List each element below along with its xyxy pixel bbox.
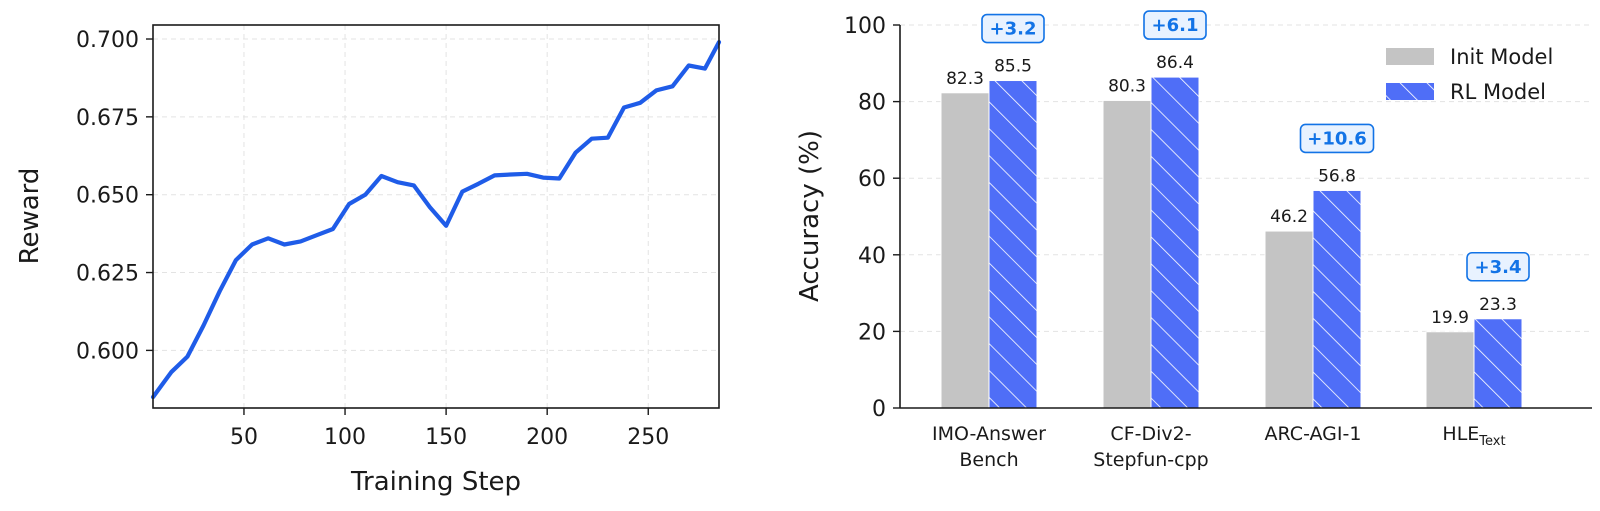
reward-x-ticks: 50 100 150 200 250 bbox=[230, 408, 669, 450]
init-model-bar bbox=[1264, 230, 1314, 409]
category-label-subscript: Text bbox=[1478, 434, 1505, 449]
category-label-line2: Stepfun-cpp bbox=[1093, 449, 1208, 471]
delta-badge-label: +3.4 bbox=[1475, 257, 1522, 278]
legend-label-rl-model: RL Model bbox=[1450, 80, 1546, 104]
init-model-bar bbox=[1102, 99, 1152, 409]
legend-label-init-model: Init Model bbox=[1450, 45, 1553, 69]
accuracy-legend: Init Model RL Model bbox=[1386, 45, 1553, 104]
delta-badge bbox=[1466, 251, 1530, 282]
accuracy-y-tick-label: 60 bbox=[858, 167, 886, 192]
legend-swatch-init-model bbox=[1386, 48, 1434, 65]
legend-swatch-rl-model-hatch bbox=[1386, 83, 1434, 100]
init-model-bar bbox=[1425, 331, 1475, 409]
reward-y-axis-title: Reward bbox=[15, 168, 45, 265]
reward-x-tick-label: 100 bbox=[324, 425, 366, 450]
delta-badge-label: +10.6 bbox=[1307, 128, 1367, 149]
category-label: ARC-AGI-1 bbox=[1265, 423, 1362, 445]
rl-model-bar-hatch bbox=[1313, 190, 1361, 408]
reward-y-tick-label: 0.675 bbox=[76, 106, 139, 131]
reward-y-tick-label: 0.625 bbox=[76, 262, 139, 287]
init-model-value-label: 46.2 bbox=[1270, 207, 1308, 227]
category-label: HLEText bbox=[1442, 423, 1505, 449]
accuracy-category-labels: IMO-Answer Bench CF-Div2- Stepfun-cpp ARC-AG… bbox=[932, 423, 1506, 471]
init-model-value-label: 80.3 bbox=[1108, 76, 1146, 96]
accuracy-y-tick-label: 100 bbox=[844, 14, 886, 39]
rl-model-bar-hatch bbox=[1474, 318, 1522, 408]
init-model-bar bbox=[940, 92, 990, 409]
delta-badge bbox=[1299, 123, 1375, 154]
category-label: IMO-Answer bbox=[932, 423, 1046, 445]
accuracy-y-tick-label: 0 bbox=[872, 397, 886, 422]
reward-line-chart: 50 100 150 200 250 0.600 0.625 0.650 0.675 0.700… bbox=[15, 24, 722, 497]
delta-badge-label: +3.2 bbox=[990, 19, 1037, 40]
reward-x-tick-label: 250 bbox=[627, 425, 669, 450]
reward-gridlines bbox=[153, 25, 719, 408]
reward-y-tick-label: 0.600 bbox=[76, 339, 139, 364]
accuracy-y-axis-title: Accuracy (%) bbox=[795, 130, 825, 302]
accuracy-y-tick-label: 80 bbox=[858, 91, 886, 116]
accuracy-y-tick-label: 40 bbox=[858, 244, 886, 269]
category-label-line2: Bench bbox=[959, 449, 1018, 471]
accuracy-bar-chart: 82.3 85.5 +3.2 80.3 86.4 +6.1 46.2 56.8 +10.6 19.… bbox=[795, 10, 1592, 471]
accuracy-y-tick-label: 20 bbox=[858, 320, 886, 345]
reward-y-ticks: 0.600 0.625 0.650 0.675 0.700 bbox=[76, 28, 153, 364]
rl-model-bar-hatch bbox=[989, 80, 1037, 408]
rl-model-bar-hatch bbox=[1151, 77, 1199, 408]
rl-model-value-label: 56.8 bbox=[1318, 166, 1356, 186]
accuracy-y-ticks: 0 20 40 60 80 100 bbox=[844, 14, 900, 422]
rl-model-value-label: 23.3 bbox=[1479, 295, 1517, 315]
accuracy-bars: 82.3 85.5 +3.2 80.3 86.4 +6.1 46.2 56.8 +10.6 19.… bbox=[940, 10, 1530, 409]
delta-badge bbox=[981, 13, 1045, 44]
rl-model-value-label: 86.4 bbox=[1156, 53, 1194, 73]
reward-x-axis-title: Training Step bbox=[350, 467, 521, 497]
reward-x-tick-label: 50 bbox=[230, 425, 258, 450]
init-model-value-label: 19.9 bbox=[1431, 308, 1469, 328]
reward-y-tick-label: 0.650 bbox=[76, 184, 139, 209]
delta-badge-label: +6.1 bbox=[1152, 15, 1199, 36]
category-label: CF-Div2- bbox=[1110, 423, 1191, 445]
reward-x-tick-label: 200 bbox=[526, 425, 568, 450]
reward-x-tick-label: 150 bbox=[425, 425, 467, 450]
reward-plot-frame bbox=[152, 24, 720, 409]
reward-y-tick-label: 0.700 bbox=[76, 28, 139, 53]
rl-model-value-label: 85.5 bbox=[994, 57, 1032, 77]
delta-badge bbox=[1143, 10, 1207, 40]
init-model-value-label: 82.3 bbox=[946, 69, 984, 89]
reward-series-line bbox=[150, 39, 722, 400]
